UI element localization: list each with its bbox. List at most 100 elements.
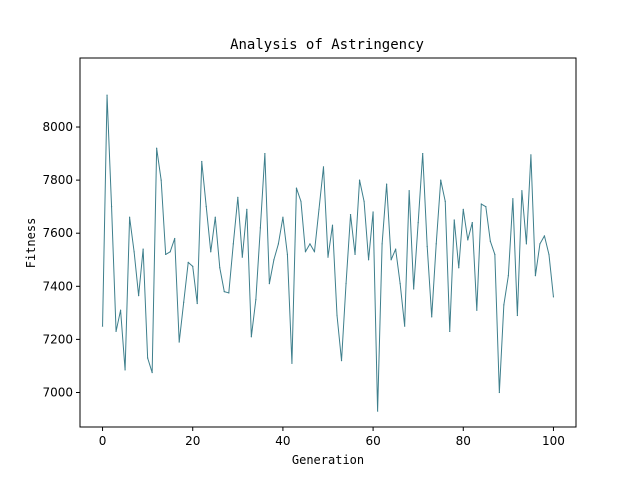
data-point bbox=[160, 179, 162, 181]
data-point bbox=[399, 283, 401, 285]
data-point bbox=[408, 190, 410, 192]
data-point bbox=[381, 243, 383, 245]
data-point bbox=[512, 198, 514, 200]
x-tick-label: 20 bbox=[185, 434, 200, 448]
data-point bbox=[147, 357, 149, 359]
data-point bbox=[119, 309, 122, 311]
data-point bbox=[331, 224, 334, 226]
data-point bbox=[507, 275, 509, 277]
data-point bbox=[169, 251, 171, 253]
data-point bbox=[543, 235, 546, 237]
data-point bbox=[138, 294, 140, 297]
chart-title: Analysis of Astringency bbox=[230, 37, 424, 53]
data-point bbox=[101, 325, 104, 327]
data-point bbox=[313, 251, 316, 253]
data-point bbox=[205, 206, 207, 208]
data-point bbox=[291, 362, 293, 364]
data-point bbox=[228, 292, 230, 294]
data-point bbox=[196, 302, 198, 305]
data-point bbox=[187, 261, 189, 264]
data-point bbox=[552, 296, 555, 298]
data-point bbox=[440, 179, 442, 181]
data-point bbox=[327, 256, 329, 258]
plot-area bbox=[101, 94, 555, 412]
data-point bbox=[539, 243, 541, 245]
data-point bbox=[390, 259, 392, 261]
data-point bbox=[210, 251, 212, 253]
data-point bbox=[458, 267, 460, 269]
data-point bbox=[165, 253, 167, 256]
data-point bbox=[174, 237, 176, 240]
data-point bbox=[201, 160, 203, 163]
data-point bbox=[367, 259, 370, 261]
data-point bbox=[129, 216, 131, 218]
data-point bbox=[345, 283, 347, 285]
y-tick-label: 7000 bbox=[42, 385, 73, 399]
data-point bbox=[156, 147, 158, 149]
data-point bbox=[264, 152, 266, 155]
data-point bbox=[395, 248, 397, 250]
data-point bbox=[358, 179, 361, 181]
x-tick-label: 0 bbox=[99, 434, 107, 448]
data-point bbox=[295, 187, 298, 189]
y-tick-label: 8000 bbox=[42, 120, 73, 134]
data-point bbox=[471, 221, 473, 224]
data-point bbox=[110, 206, 113, 208]
y-tick-label: 7600 bbox=[42, 226, 73, 240]
data-point bbox=[372, 211, 374, 213]
data-point bbox=[467, 239, 469, 241]
data-point bbox=[246, 208, 248, 210]
y-axis: 7000 7200 7400 7600 7800 8000 bbox=[42, 120, 80, 399]
data-point bbox=[498, 391, 500, 394]
data-point bbox=[183, 301, 185, 303]
x-tick-label: 60 bbox=[365, 434, 380, 448]
data-point bbox=[462, 208, 464, 210]
data-point bbox=[241, 256, 243, 258]
data-point bbox=[386, 183, 388, 185]
data-point bbox=[489, 240, 491, 242]
data-point bbox=[530, 154, 532, 156]
data-point bbox=[133, 251, 135, 253]
data-point bbox=[503, 304, 505, 306]
data-point bbox=[277, 243, 279, 245]
y-tick-label: 7800 bbox=[42, 173, 73, 187]
x-tick-label: 40 bbox=[275, 434, 290, 448]
data-point bbox=[363, 200, 365, 202]
data-point bbox=[476, 309, 478, 311]
data-point bbox=[259, 227, 261, 229]
data-point bbox=[273, 259, 275, 261]
data-point bbox=[286, 253, 289, 256]
data-point bbox=[237, 196, 239, 198]
data-point bbox=[192, 265, 194, 267]
x-tick-label: 100 bbox=[542, 434, 565, 448]
x-axis: 0 20 40 60 80 100 bbox=[99, 427, 565, 448]
data-point bbox=[422, 152, 424, 155]
data-point bbox=[142, 248, 144, 250]
y-tick-label: 7400 bbox=[42, 279, 73, 293]
data-point bbox=[336, 314, 338, 317]
data-point bbox=[151, 371, 153, 374]
y-tick-label: 7200 bbox=[42, 332, 73, 346]
axes-frame bbox=[79, 57, 577, 428]
data-point bbox=[178, 341, 180, 343]
data-point bbox=[300, 200, 302, 202]
data-point bbox=[232, 243, 234, 245]
data-point bbox=[282, 216, 284, 218]
data-point bbox=[521, 190, 523, 192]
data-point bbox=[322, 166, 325, 168]
data-point bbox=[516, 314, 518, 317]
x-tick-label: 80 bbox=[456, 434, 471, 448]
data-point bbox=[214, 216, 216, 218]
data-point bbox=[548, 253, 550, 256]
data-point bbox=[106, 94, 108, 96]
data-point bbox=[318, 208, 320, 210]
data-point bbox=[349, 214, 352, 216]
data-point bbox=[340, 360, 343, 362]
y-axis-label: Fitness bbox=[24, 218, 38, 269]
data-point bbox=[431, 316, 433, 318]
data-point bbox=[449, 330, 451, 333]
data-point bbox=[444, 200, 446, 202]
data-point bbox=[268, 283, 270, 285]
data-point bbox=[453, 219, 455, 221]
